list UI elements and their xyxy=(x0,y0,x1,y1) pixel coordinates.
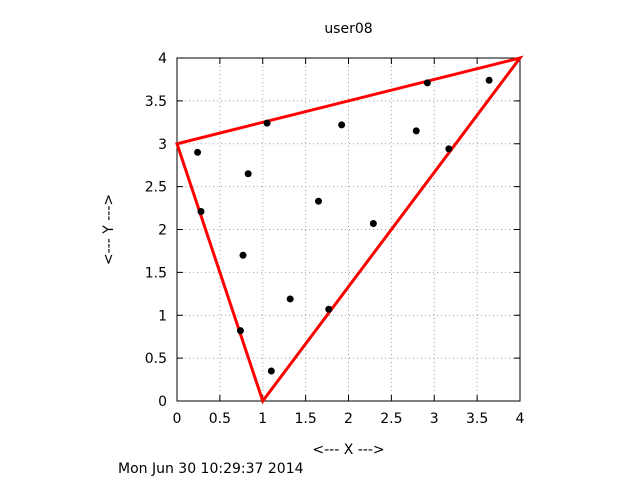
x-tick-label: 3.5 xyxy=(466,411,488,427)
data-point xyxy=(485,76,493,84)
data-point xyxy=(314,197,322,205)
data-point xyxy=(445,145,453,153)
data-point xyxy=(423,79,431,87)
y-tick-label: 2.5 xyxy=(145,180,167,196)
x-tick-label: 2 xyxy=(344,411,353,427)
x-tick-label: 1 xyxy=(258,411,267,427)
data-point xyxy=(197,207,205,215)
data-point xyxy=(263,119,271,127)
x-tick-label: 4 xyxy=(516,411,525,427)
data-point xyxy=(267,367,275,375)
y-axis-label: <--- Y ---> xyxy=(101,194,117,265)
data-point xyxy=(286,295,294,303)
data-point xyxy=(338,121,346,129)
x-axis-label: <--- X ---> xyxy=(312,442,384,458)
y-tick-label: 3 xyxy=(158,137,167,153)
y-tick-label: 0 xyxy=(158,394,167,410)
data-point xyxy=(236,327,244,335)
x-tick-label: 0 xyxy=(173,411,182,427)
y-tick-label: 4 xyxy=(158,51,167,67)
x-tick-label: 2.5 xyxy=(380,411,402,427)
x-tick-label: 1.5 xyxy=(294,411,316,427)
chart-title: user08 xyxy=(324,21,372,37)
y-tick-label: 1 xyxy=(158,308,167,324)
triangle-outline xyxy=(175,55,524,405)
x-tick-label: 3 xyxy=(430,411,439,427)
data-point xyxy=(244,170,252,178)
data-point xyxy=(412,127,420,135)
data-point xyxy=(194,148,202,156)
y-tick-label: 1.5 xyxy=(145,265,167,281)
timestamp-label: Mon Jun 30 10:29:37 2014 xyxy=(118,461,304,477)
x-tick-label: 0.5 xyxy=(209,411,231,427)
plot-frame xyxy=(176,57,521,402)
y-tick-label: 0.5 xyxy=(145,351,167,367)
data-point xyxy=(239,251,247,259)
y-tick-label: 2 xyxy=(158,223,167,239)
y-tick-label: 3.5 xyxy=(145,94,167,110)
data-point xyxy=(325,305,333,313)
data-point xyxy=(369,219,377,227)
